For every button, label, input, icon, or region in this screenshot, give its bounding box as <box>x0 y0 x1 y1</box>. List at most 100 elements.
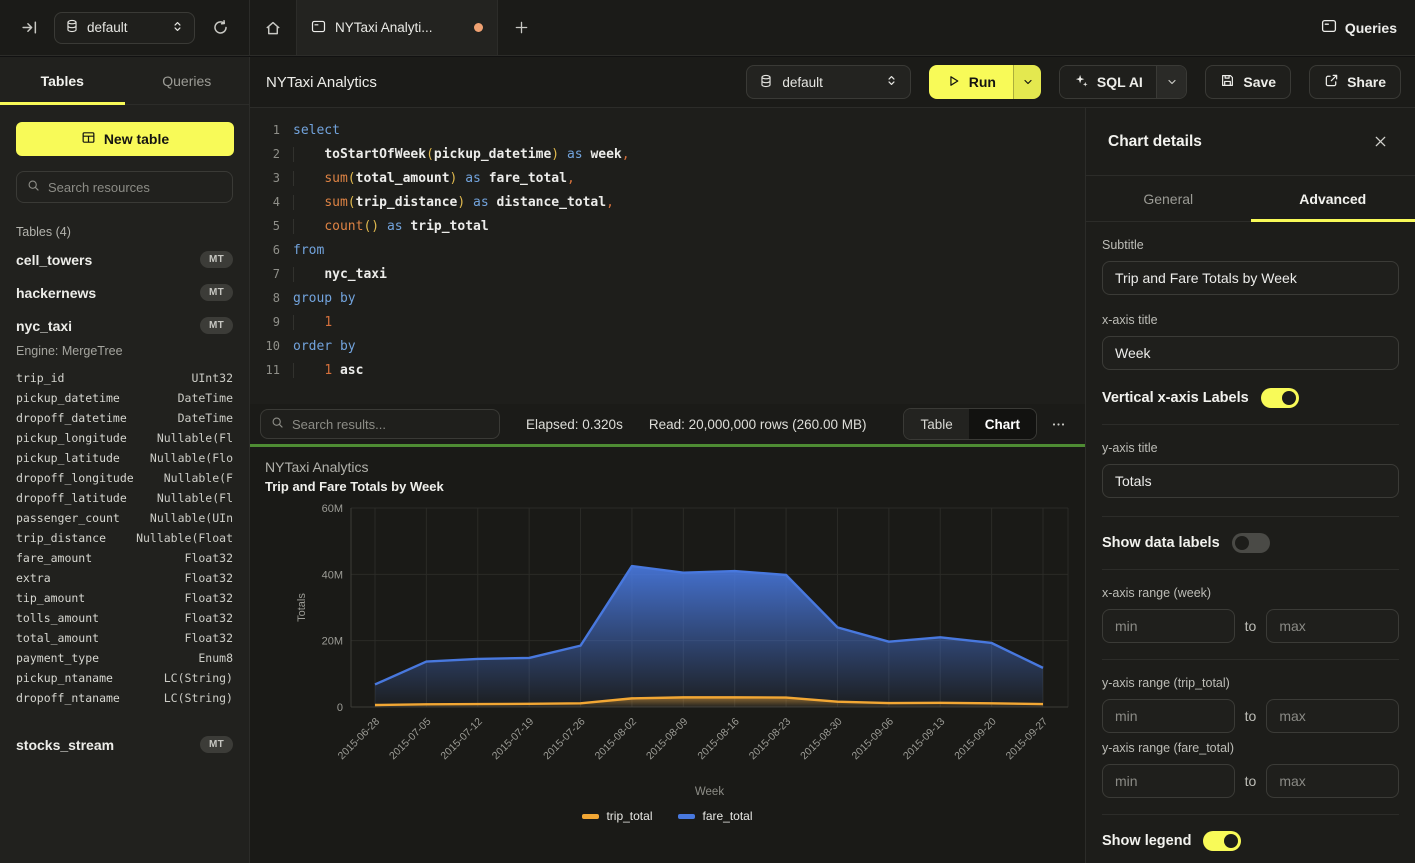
share-button[interactable]: Share <box>1309 65 1401 99</box>
x-axis-title-input[interactable] <box>1102 336 1399 370</box>
results-search-input[interactable] <box>292 417 489 432</box>
run-button[interactable]: Run <box>929 65 1013 99</box>
svg-text:40M: 40M <box>322 569 343 581</box>
tab-strip: NYTaxi Analyti... Queries <box>250 0 1415 55</box>
y-axis-title-input[interactable] <box>1102 464 1399 498</box>
sidebar-search-input[interactable] <box>48 180 222 195</box>
code-text: nyc_taxi <box>293 267 387 282</box>
column-name: pickup_longitude <box>16 431 157 445</box>
view-toggle-label: Table <box>920 417 952 432</box>
close-icon[interactable] <box>1367 129 1393 155</box>
code-text: 1 asc <box>293 363 363 378</box>
read-stat: Read: 20,000,000 rows (260.00 MB) <box>649 417 867 432</box>
tab-label: General <box>1143 191 1193 207</box>
new-table-button[interactable]: New table <box>16 122 234 156</box>
y-axis-range-fare-max-input[interactable] <box>1266 764 1399 798</box>
sidebar-search[interactable] <box>16 171 233 203</box>
sidebar-item-cell-towers[interactable]: cell_towers MT <box>0 243 249 276</box>
top-bar-left: default <box>0 0 250 55</box>
chart-legend: trip_total fare_total <box>265 809 1070 823</box>
query-database-selector[interactable]: default <box>746 65 911 99</box>
view-toggle-table[interactable]: Table <box>904 409 968 439</box>
database-icon <box>759 74 773 91</box>
run-options-caret[interactable] <box>1013 65 1041 99</box>
refresh-icon[interactable] <box>205 13 235 43</box>
column-type: Float32 <box>185 591 233 605</box>
columns-list: trip_idUInt32pickup_datetimeDateTimedrop… <box>0 366 249 714</box>
column-row: trip_distanceNullable(Float <box>16 528 233 548</box>
chart-details-title: Chart details <box>1108 133 1367 151</box>
terminal-icon <box>1321 18 1337 37</box>
column-row: trip_idUInt32 <box>16 368 233 388</box>
share-button-label: Share <box>1347 74 1386 90</box>
sql-ai-caret[interactable] <box>1156 66 1186 98</box>
view-toggle: Table Chart <box>903 408 1037 440</box>
show-data-labels-toggle[interactable] <box>1232 533 1270 553</box>
table-engine-label: Engine: MergeTree <box>0 342 249 366</box>
column-row: total_amountFloat32 <box>16 628 233 648</box>
work-area: 1select2 toStartOfWeek(pickup_datetime) … <box>250 108 1085 863</box>
code-line: 5 count() as trip_total <box>250 214 1085 238</box>
sql-ai-button[interactable]: SQL AI <box>1060 66 1156 98</box>
play-icon <box>947 74 961 91</box>
y-axis-range-fare-label: y-axis range (fare_total) <box>1102 741 1399 755</box>
x-axis-range-min-input[interactable] <box>1102 609 1235 643</box>
elapsed-stat: Elapsed: 0.320s <box>526 417 623 432</box>
line-number: 11 <box>250 363 280 377</box>
code-line: 4 sum(trip_distance) as distance_total, <box>250 190 1085 214</box>
chart-title: NYTaxi Analytics <box>265 459 1085 475</box>
sidebar-item-hackernews[interactable]: hackernews MT <box>0 276 249 309</box>
tab-general[interactable]: General <box>1086 176 1251 221</box>
tab-advanced[interactable]: Advanced <box>1251 176 1415 221</box>
code-text: from <box>293 243 324 258</box>
legend-item-fare_total[interactable]: fare_total <box>678 809 752 823</box>
save-button[interactable]: Save <box>1205 65 1291 99</box>
database-selector[interactable]: default <box>54 12 195 44</box>
tab-label: Advanced <box>1299 191 1366 207</box>
subtitle-input[interactable] <box>1102 261 1399 295</box>
sidebar: Tables Queries New table Tables (4) cell… <box>0 57 250 863</box>
toggle-knob <box>1282 391 1296 405</box>
sidebar-tab-tables[interactable]: Tables <box>0 57 125 104</box>
show-legend-label: Show legend <box>1102 833 1191 849</box>
sidebar-tab-queries[interactable]: Queries <box>125 57 250 104</box>
sql-ai-label: SQL AI <box>1097 74 1143 90</box>
view-toggle-chart[interactable]: Chart <box>969 409 1036 439</box>
sql-editor[interactable]: 1select2 toStartOfWeek(pickup_datetime) … <box>250 108 1085 404</box>
svg-text:2015-06-28: 2015-06-28 <box>336 716 383 763</box>
new-tab-icon[interactable] <box>498 0 544 55</box>
legend-item-trip_total[interactable]: trip_total <box>582 809 652 823</box>
new-table-label: New table <box>104 131 169 147</box>
column-row: extraFloat32 <box>16 568 233 588</box>
query-tab[interactable]: NYTaxi Analyti... <box>296 0 498 55</box>
y-axis-range-trip-max-input[interactable] <box>1266 699 1399 733</box>
show-legend-toggle[interactable] <box>1203 831 1241 851</box>
column-row: tip_amountFloat32 <box>16 588 233 608</box>
sidebar-item-stocks-stream[interactable]: stocks_stream MT <box>0 728 249 761</box>
column-row: tolls_amountFloat32 <box>16 608 233 628</box>
column-name: total_amount <box>16 631 185 645</box>
svg-text:2015-07-12: 2015-07-12 <box>438 716 485 763</box>
results-search[interactable] <box>260 409 500 439</box>
code-text: toStartOfWeek(pickup_datetime) as week, <box>293 147 630 162</box>
queries-button[interactable]: Queries <box>1303 0 1415 55</box>
home-icon[interactable] <box>250 0 296 55</box>
results-toolbar: Elapsed: 0.320s Read: 20,000,000 rows (2… <box>250 404 1085 444</box>
collapse-sidebar-icon[interactable] <box>14 13 44 43</box>
table-name: hackernews <box>16 285 200 301</box>
y-axis-range-fare-min-input[interactable] <box>1102 764 1235 798</box>
x-axis-range-inputs: to <box>1102 609 1399 643</box>
vertical-x-labels-toggle[interactable] <box>1261 388 1299 408</box>
y-axis-range-trip-min-input[interactable] <box>1102 699 1235 733</box>
svg-text:Week: Week <box>695 786 724 798</box>
column-row: fare_amountFloat32 <box>16 548 233 568</box>
x-axis-range-max-input[interactable] <box>1266 609 1399 643</box>
query-title: NYTaxi Analytics <box>266 74 377 91</box>
more-options-icon[interactable] <box>1043 409 1073 439</box>
column-row: dropoff_datetimeDateTime <box>16 408 233 428</box>
chart-details-header: Chart details <box>1086 108 1415 176</box>
sidebar-item-nyc-taxi[interactable]: nyc_taxi MT <box>0 309 249 342</box>
y-axis-range-fare-field: y-axis range (fare_total) to <box>1102 741 1399 798</box>
column-type: LC(String) <box>164 671 233 685</box>
column-type: Nullable(Fl <box>157 431 233 445</box>
